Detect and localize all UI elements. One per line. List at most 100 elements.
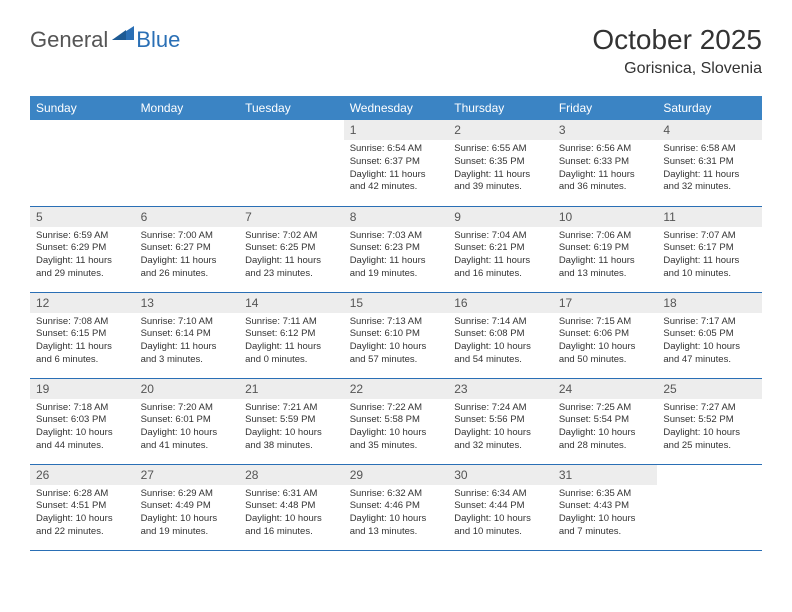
day-number: 20 — [135, 379, 240, 399]
day-cell: 4Sunrise: 6:58 AMSunset: 6:31 PMDaylight… — [657, 120, 762, 206]
day-number: 4 — [657, 120, 762, 140]
day-cell: 7Sunrise: 7:02 AMSunset: 6:25 PMDaylight… — [239, 206, 344, 292]
week-row: 26Sunrise: 6:28 AMSunset: 4:51 PMDayligh… — [30, 464, 762, 550]
week-row: 19Sunrise: 7:18 AMSunset: 6:03 PMDayligh… — [30, 378, 762, 464]
day-details: Sunrise: 7:02 AMSunset: 6:25 PMDaylight:… — [239, 227, 344, 285]
day-details: Sunrise: 7:04 AMSunset: 6:21 PMDaylight:… — [448, 227, 553, 285]
day-cell: 28Sunrise: 6:31 AMSunset: 4:48 PMDayligh… — [239, 464, 344, 550]
day-number: 24 — [553, 379, 658, 399]
day-number: 3 — [553, 120, 658, 140]
day-header: Wednesday — [344, 96, 449, 120]
day-cell: 25Sunrise: 7:27 AMSunset: 5:52 PMDayligh… — [657, 378, 762, 464]
day-cell: 2Sunrise: 6:55 AMSunset: 6:35 PMDaylight… — [448, 120, 553, 206]
day-details: Sunrise: 7:20 AMSunset: 6:01 PMDaylight:… — [135, 399, 240, 457]
day-details: Sunrise: 7:13 AMSunset: 6:10 PMDaylight:… — [344, 313, 449, 371]
day-cell: 3Sunrise: 6:56 AMSunset: 6:33 PMDaylight… — [553, 120, 658, 206]
day-cell: 20Sunrise: 7:20 AMSunset: 6:01 PMDayligh… — [135, 378, 240, 464]
day-header: Saturday — [657, 96, 762, 120]
day-cell: 5Sunrise: 6:59 AMSunset: 6:29 PMDaylight… — [30, 206, 135, 292]
day-number: 6 — [135, 207, 240, 227]
day-details: Sunrise: 6:34 AMSunset: 4:44 PMDaylight:… — [448, 485, 553, 543]
week-row: 1Sunrise: 6:54 AMSunset: 6:37 PMDaylight… — [30, 120, 762, 206]
day-details: Sunrise: 7:10 AMSunset: 6:14 PMDaylight:… — [135, 313, 240, 371]
day-header: Thursday — [448, 96, 553, 120]
day-number: 9 — [448, 207, 553, 227]
day-number: 29 — [344, 465, 449, 485]
logo-triangle-icon — [112, 24, 134, 45]
day-header: Tuesday — [239, 96, 344, 120]
day-number: 10 — [553, 207, 658, 227]
day-cell: 21Sunrise: 7:21 AMSunset: 5:59 PMDayligh… — [239, 378, 344, 464]
day-number: 12 — [30, 293, 135, 313]
day-details: Sunrise: 7:07 AMSunset: 6:17 PMDaylight:… — [657, 227, 762, 285]
day-number: 26 — [30, 465, 135, 485]
logo-text-general: General — [30, 27, 108, 53]
day-number: 25 — [657, 379, 762, 399]
day-details: Sunrise: 6:55 AMSunset: 6:35 PMDaylight:… — [448, 140, 553, 198]
day-details: Sunrise: 6:56 AMSunset: 6:33 PMDaylight:… — [553, 140, 658, 198]
month-title: October 2025 — [592, 24, 762, 56]
day-number: 11 — [657, 207, 762, 227]
day-cell: 18Sunrise: 7:17 AMSunset: 6:05 PMDayligh… — [657, 292, 762, 378]
day-number: 1 — [344, 120, 449, 140]
day-number: 18 — [657, 293, 762, 313]
day-details: Sunrise: 6:31 AMSunset: 4:48 PMDaylight:… — [239, 485, 344, 543]
day-number: 19 — [30, 379, 135, 399]
day-number: 8 — [344, 207, 449, 227]
day-cell: 9Sunrise: 7:04 AMSunset: 6:21 PMDaylight… — [448, 206, 553, 292]
day-cell: 10Sunrise: 7:06 AMSunset: 6:19 PMDayligh… — [553, 206, 658, 292]
day-details: Sunrise: 7:25 AMSunset: 5:54 PMDaylight:… — [553, 399, 658, 457]
logo-text-blue: Blue — [136, 27, 180, 53]
day-details: Sunrise: 7:03 AMSunset: 6:23 PMDaylight:… — [344, 227, 449, 285]
day-details: Sunrise: 7:00 AMSunset: 6:27 PMDaylight:… — [135, 227, 240, 285]
day-cell: 30Sunrise: 6:34 AMSunset: 4:44 PMDayligh… — [448, 464, 553, 550]
day-number: 17 — [553, 293, 658, 313]
day-details: Sunrise: 7:24 AMSunset: 5:56 PMDaylight:… — [448, 399, 553, 457]
day-details: Sunrise: 7:08 AMSunset: 6:15 PMDaylight:… — [30, 313, 135, 371]
day-cell: 17Sunrise: 7:15 AMSunset: 6:06 PMDayligh… — [553, 292, 658, 378]
day-cell: 22Sunrise: 7:22 AMSunset: 5:58 PMDayligh… — [344, 378, 449, 464]
page-header: General Blue October 2025 Gorisnica, Slo… — [0, 0, 792, 88]
day-details: Sunrise: 6:59 AMSunset: 6:29 PMDaylight:… — [30, 227, 135, 285]
day-number: 13 — [135, 293, 240, 313]
calendar-table: SundayMondayTuesdayWednesdayThursdayFrid… — [30, 96, 762, 551]
day-number: 16 — [448, 293, 553, 313]
day-details: Sunrise: 7:11 AMSunset: 6:12 PMDaylight:… — [239, 313, 344, 371]
day-details: Sunrise: 7:06 AMSunset: 6:19 PMDaylight:… — [553, 227, 658, 285]
day-cell: 12Sunrise: 7:08 AMSunset: 6:15 PMDayligh… — [30, 292, 135, 378]
day-number: 27 — [135, 465, 240, 485]
day-header-row: SundayMondayTuesdayWednesdayThursdayFrid… — [30, 96, 762, 120]
day-number: 22 — [344, 379, 449, 399]
day-cell — [239, 120, 344, 206]
day-details: Sunrise: 6:58 AMSunset: 6:31 PMDaylight:… — [657, 140, 762, 198]
day-cell: 26Sunrise: 6:28 AMSunset: 4:51 PMDayligh… — [30, 464, 135, 550]
day-cell: 16Sunrise: 7:14 AMSunset: 6:08 PMDayligh… — [448, 292, 553, 378]
day-number: 31 — [553, 465, 658, 485]
day-cell: 24Sunrise: 7:25 AMSunset: 5:54 PMDayligh… — [553, 378, 658, 464]
day-cell: 8Sunrise: 7:03 AMSunset: 6:23 PMDaylight… — [344, 206, 449, 292]
week-row: 12Sunrise: 7:08 AMSunset: 6:15 PMDayligh… — [30, 292, 762, 378]
day-cell: 13Sunrise: 7:10 AMSunset: 6:14 PMDayligh… — [135, 292, 240, 378]
day-number: 5 — [30, 207, 135, 227]
day-number: 21 — [239, 379, 344, 399]
day-cell: 11Sunrise: 7:07 AMSunset: 6:17 PMDayligh… — [657, 206, 762, 292]
day-cell: 1Sunrise: 6:54 AMSunset: 6:37 PMDaylight… — [344, 120, 449, 206]
day-number: 14 — [239, 293, 344, 313]
day-details: Sunrise: 7:14 AMSunset: 6:08 PMDaylight:… — [448, 313, 553, 371]
day-number: 30 — [448, 465, 553, 485]
day-cell: 19Sunrise: 7:18 AMSunset: 6:03 PMDayligh… — [30, 378, 135, 464]
day-details: Sunrise: 7:17 AMSunset: 6:05 PMDaylight:… — [657, 313, 762, 371]
day-details: Sunrise: 6:54 AMSunset: 6:37 PMDaylight:… — [344, 140, 449, 198]
day-number: 7 — [239, 207, 344, 227]
day-cell: 31Sunrise: 6:35 AMSunset: 4:43 PMDayligh… — [553, 464, 658, 550]
day-details: Sunrise: 6:32 AMSunset: 4:46 PMDaylight:… — [344, 485, 449, 543]
day-details: Sunrise: 6:29 AMSunset: 4:49 PMDaylight:… — [135, 485, 240, 543]
day-cell: 27Sunrise: 6:29 AMSunset: 4:49 PMDayligh… — [135, 464, 240, 550]
logo: General Blue — [30, 24, 180, 55]
day-cell — [30, 120, 135, 206]
day-cell: 6Sunrise: 7:00 AMSunset: 6:27 PMDaylight… — [135, 206, 240, 292]
day-cell: 15Sunrise: 7:13 AMSunset: 6:10 PMDayligh… — [344, 292, 449, 378]
day-cell: 14Sunrise: 7:11 AMSunset: 6:12 PMDayligh… — [239, 292, 344, 378]
day-number: 23 — [448, 379, 553, 399]
day-number: 28 — [239, 465, 344, 485]
